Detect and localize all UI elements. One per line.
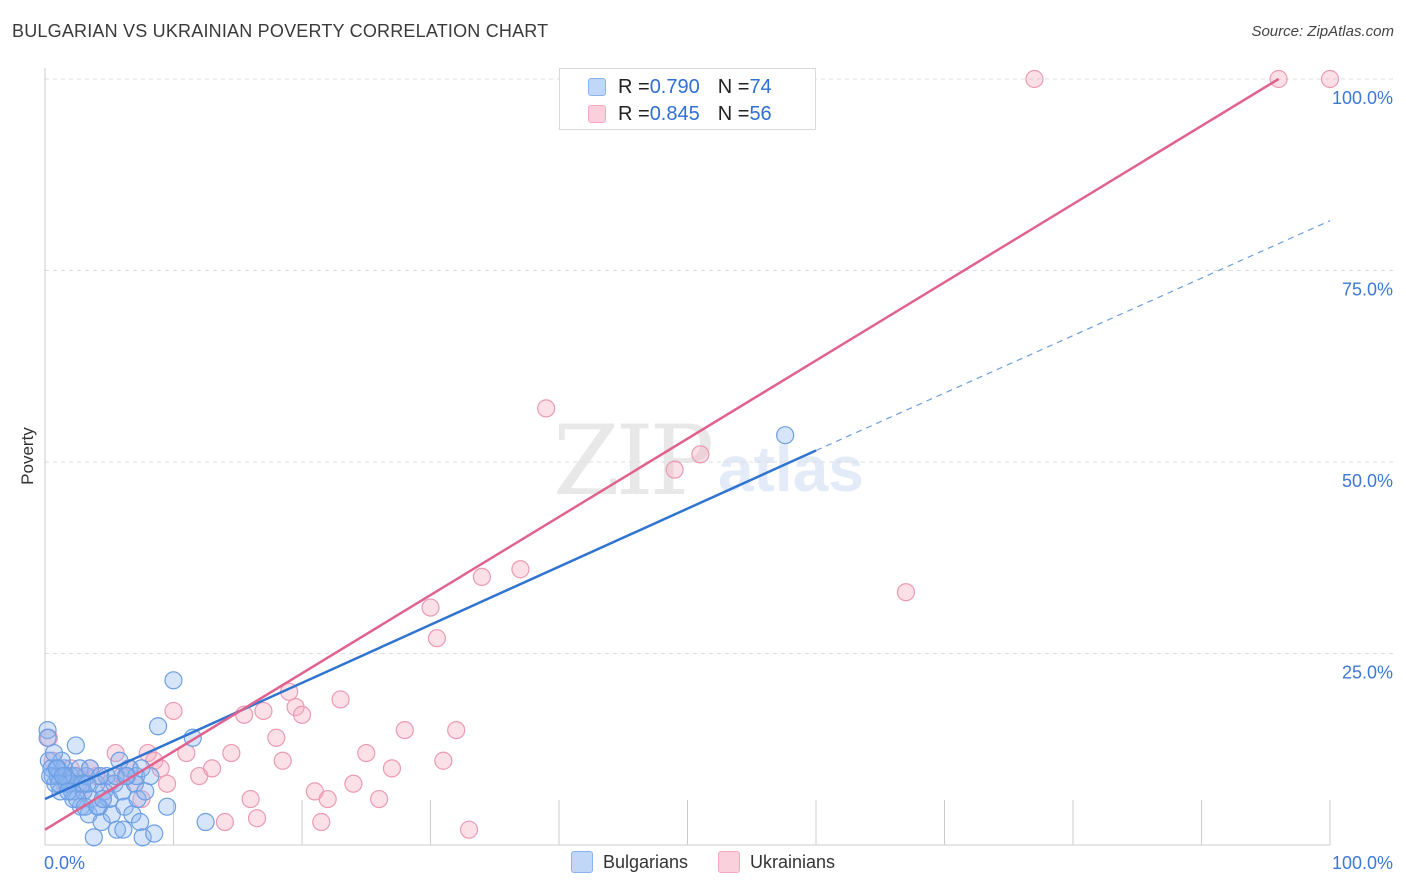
point-ukrainians (222, 743, 241, 763)
point-ukrainians (370, 789, 389, 809)
legend-label-bulgarians: Bulgarians (602, 851, 688, 872)
point-bulgarians (84, 828, 103, 847)
source-label: Source: ZipAtlas.com (1251, 23, 1394, 40)
point-bulgarians (38, 728, 57, 747)
point-ukrainians (459, 820, 479, 839)
point-bulgarians (157, 797, 177, 816)
point-ukrainians (357, 743, 376, 763)
point-ukrainians (395, 720, 414, 740)
point-bulgarians (196, 812, 215, 832)
point-ukrainians (691, 445, 710, 464)
point-bulgarians (136, 782, 155, 801)
trendline-bulgarians-extrapolated (815, 220, 1331, 452)
point-bulgarians (92, 812, 111, 832)
point-bulgarians (128, 789, 147, 809)
point-ukrainians (331, 690, 350, 709)
point-ukrainians (215, 812, 234, 832)
point-bulgarians (107, 820, 127, 839)
legend-r-value: 0.845 (649, 102, 700, 125)
legend-n-value: 74 (749, 75, 772, 98)
point-bulgarians (53, 766, 73, 786)
point-ukrainians (273, 751, 292, 770)
point-ukrainians (421, 598, 440, 617)
point-ukrainians (312, 812, 331, 832)
y-tick-label: 50.0% (1342, 471, 1393, 491)
legend-swatch-bulgarians (588, 78, 606, 96)
point-bulgarians (114, 820, 133, 839)
point-ukrainians (1320, 69, 1340, 89)
point-ukrainians (254, 701, 273, 721)
legend-item-bulgarians[interactable]: Bulgarians (570, 851, 688, 873)
x-tick-label: 100.0% (1332, 853, 1393, 873)
legend-swatch-bulgarians (570, 851, 593, 873)
point-ukrainians (318, 789, 337, 809)
point-bulgarians (133, 828, 152, 847)
point-ukrainians (247, 809, 267, 828)
point-ukrainians (202, 759, 222, 778)
point-ukrainians (447, 720, 466, 740)
y-tick-label: 100.0% (1332, 88, 1393, 108)
point-bulgarians (66, 736, 85, 755)
trendline-bulgarians (44, 449, 817, 801)
legend-row-ukrainians: R = 0.845 N = 56 (560, 100, 772, 128)
point-bulgarians (70, 759, 89, 778)
point-bulgarians (164, 671, 183, 690)
legend-r-label: R = (618, 75, 650, 98)
point-ukrainians (267, 728, 286, 747)
point-ukrainians (1025, 69, 1044, 89)
point-bulgarians (80, 759, 100, 778)
y-tick-label: 75.0% (1342, 280, 1393, 300)
watermark-zip: ZIP (553, 405, 714, 517)
x-tick-label: 0.0% (44, 853, 85, 873)
point-ukrainians (157, 774, 177, 793)
point-bulgarians (145, 824, 164, 843)
legend-series: Bulgarians Ukrainians (0, 851, 1406, 873)
point-ukrainians (472, 567, 491, 587)
point-bulgarians (38, 720, 57, 740)
point-ukrainians (434, 751, 453, 770)
point-ukrainians (241, 789, 260, 809)
point-ukrainians (665, 460, 684, 479)
legend-r-value: 0.790 (649, 75, 700, 98)
y-tick-label: 25.0% (1342, 663, 1393, 683)
legend-r-label: R = (618, 102, 650, 125)
legend-n-label: N = (717, 102, 750, 125)
trendline-ukrainians (44, 77, 1280, 831)
point-ukrainians (896, 583, 916, 602)
legend-n-value: 56 (749, 102, 772, 125)
legend-stats: R = 0.790 N = 74 R = 0.845 N = 56 (559, 68, 816, 130)
legend-swatch-ukrainians (588, 105, 606, 123)
chart-title: BULGARIAN VS UKRAINIAN POVERTY CORRELATI… (12, 21, 549, 41)
point-ukrainians (292, 705, 312, 724)
point-bulgarians (776, 426, 795, 445)
point-ukrainians (537, 399, 556, 418)
legend-row-bulgarians: R = 0.790 N = 74 (560, 73, 772, 101)
point-ukrainians (344, 774, 363, 793)
point-ukrainians (427, 629, 447, 648)
point-ukrainians (382, 759, 402, 778)
point-ukrainians (164, 701, 183, 721)
legend-item-ukrainians[interactable]: Ukrainians (718, 851, 835, 873)
point-bulgarians (44, 743, 64, 763)
watermark-atlas: atlas (718, 433, 864, 505)
point-bulgarians (148, 717, 168, 736)
legend-n-label: N = (717, 75, 750, 98)
legend-swatch-ukrainians (718, 851, 740, 873)
legend-label-ukrainians: Ukrainians (750, 851, 836, 872)
point-ukrainians (511, 560, 530, 579)
point-bulgarians (141, 766, 160, 786)
point-bulgarians (130, 812, 150, 832)
